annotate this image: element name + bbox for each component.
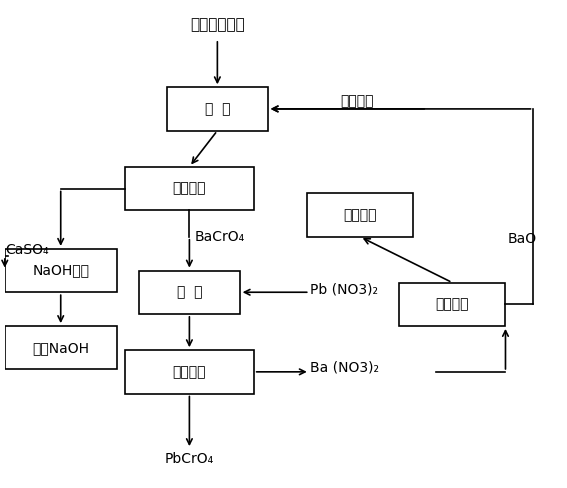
Text: 液固分离: 液固分离	[172, 365, 206, 379]
FancyBboxPatch shape	[139, 270, 240, 314]
Text: 尾气吸收: 尾气吸收	[343, 208, 377, 222]
Text: 碱性含铬溶液: 碱性含铬溶液	[190, 17, 245, 32]
Text: 反  应: 反 应	[177, 285, 202, 299]
Text: 回收NaOH: 回收NaOH	[32, 341, 89, 355]
Text: Pb (NO3)₂: Pb (NO3)₂	[310, 283, 378, 297]
FancyBboxPatch shape	[399, 283, 506, 326]
Text: CaSO₄: CaSO₄	[5, 243, 48, 257]
Text: Ba (NO3)₂: Ba (NO3)₂	[310, 360, 379, 374]
Text: NaOH溶液: NaOH溶液	[32, 264, 89, 278]
FancyBboxPatch shape	[125, 167, 253, 210]
FancyBboxPatch shape	[125, 350, 253, 393]
Text: 高温煅烧: 高温煅烧	[435, 297, 469, 311]
FancyBboxPatch shape	[307, 193, 413, 237]
Text: PbCrO₄: PbCrO₄	[165, 452, 214, 466]
FancyBboxPatch shape	[167, 87, 268, 131]
Text: 钡沉淀剂: 钡沉淀剂	[340, 95, 374, 109]
Text: BaO: BaO	[507, 232, 537, 246]
Text: 液固分离: 液固分离	[172, 182, 206, 196]
FancyBboxPatch shape	[5, 326, 117, 369]
Text: BaCrO₄: BaCrO₄	[195, 230, 246, 244]
Text: 反  应: 反 应	[205, 102, 230, 116]
FancyBboxPatch shape	[5, 249, 117, 292]
